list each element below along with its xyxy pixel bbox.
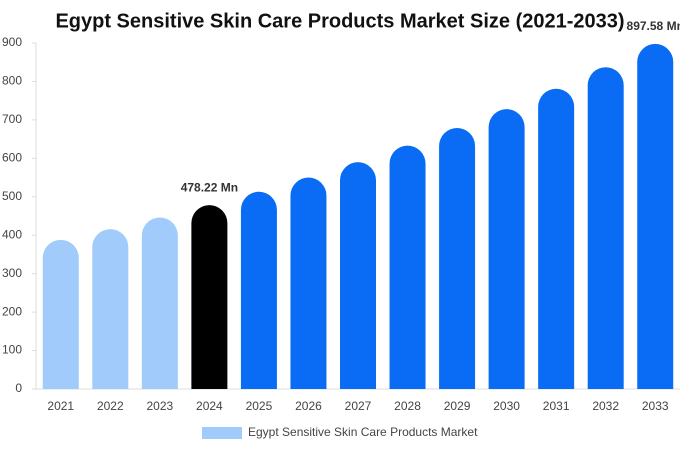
bar <box>191 205 228 389</box>
x-tick-label: 2033 <box>642 399 669 413</box>
x-tick-label: 2021 <box>47 399 74 413</box>
bar <box>240 191 277 389</box>
legend-label: Egypt Sensitive Skin Care Products Marke… <box>248 425 478 439</box>
bar <box>587 67 624 389</box>
y-tick-label: 300 <box>2 266 22 280</box>
y-tick-label: 200 <box>2 304 22 318</box>
value-label: 897.58 Mn <box>627 19 680 33</box>
y-tick-label: 500 <box>2 189 22 203</box>
x-tick-label: 2031 <box>543 399 570 413</box>
x-tick-label: 2029 <box>444 399 471 413</box>
bar <box>439 127 476 390</box>
bar <box>538 88 575 389</box>
x-tick-label: 2022 <box>97 399 124 413</box>
y-tick-label: 400 <box>2 227 22 241</box>
y-tick-label: 900 <box>2 35 22 49</box>
x-tick-label: 2028 <box>394 399 421 413</box>
x-tick-label: 2025 <box>246 399 273 413</box>
y-tick-label: 700 <box>2 112 22 126</box>
bar <box>141 217 178 389</box>
x-tick-label: 2026 <box>295 399 322 413</box>
bar <box>637 43 674 389</box>
y-tick-label: 800 <box>2 74 22 88</box>
legend-swatch <box>202 427 242 439</box>
value-label: 478.22 Mn <box>181 180 238 194</box>
y-tick-label: 100 <box>2 343 22 357</box>
y-tick-label: 600 <box>2 151 22 165</box>
bar <box>488 109 525 390</box>
bar <box>389 145 426 389</box>
y-tick-label: 0 <box>15 381 22 395</box>
x-tick-label: 2023 <box>146 399 173 413</box>
chart-title: Egypt Sensitive Skin Care Products Marke… <box>55 10 624 32</box>
x-tick-label: 2027 <box>345 399 372 413</box>
bar <box>42 239 79 389</box>
x-tick-label: 2032 <box>592 399 619 413</box>
bar <box>340 162 376 389</box>
bar <box>92 229 129 389</box>
x-tick-label: 2024 <box>196 399 223 413</box>
bar <box>290 177 327 389</box>
x-tick-label: 2030 <box>493 399 520 413</box>
